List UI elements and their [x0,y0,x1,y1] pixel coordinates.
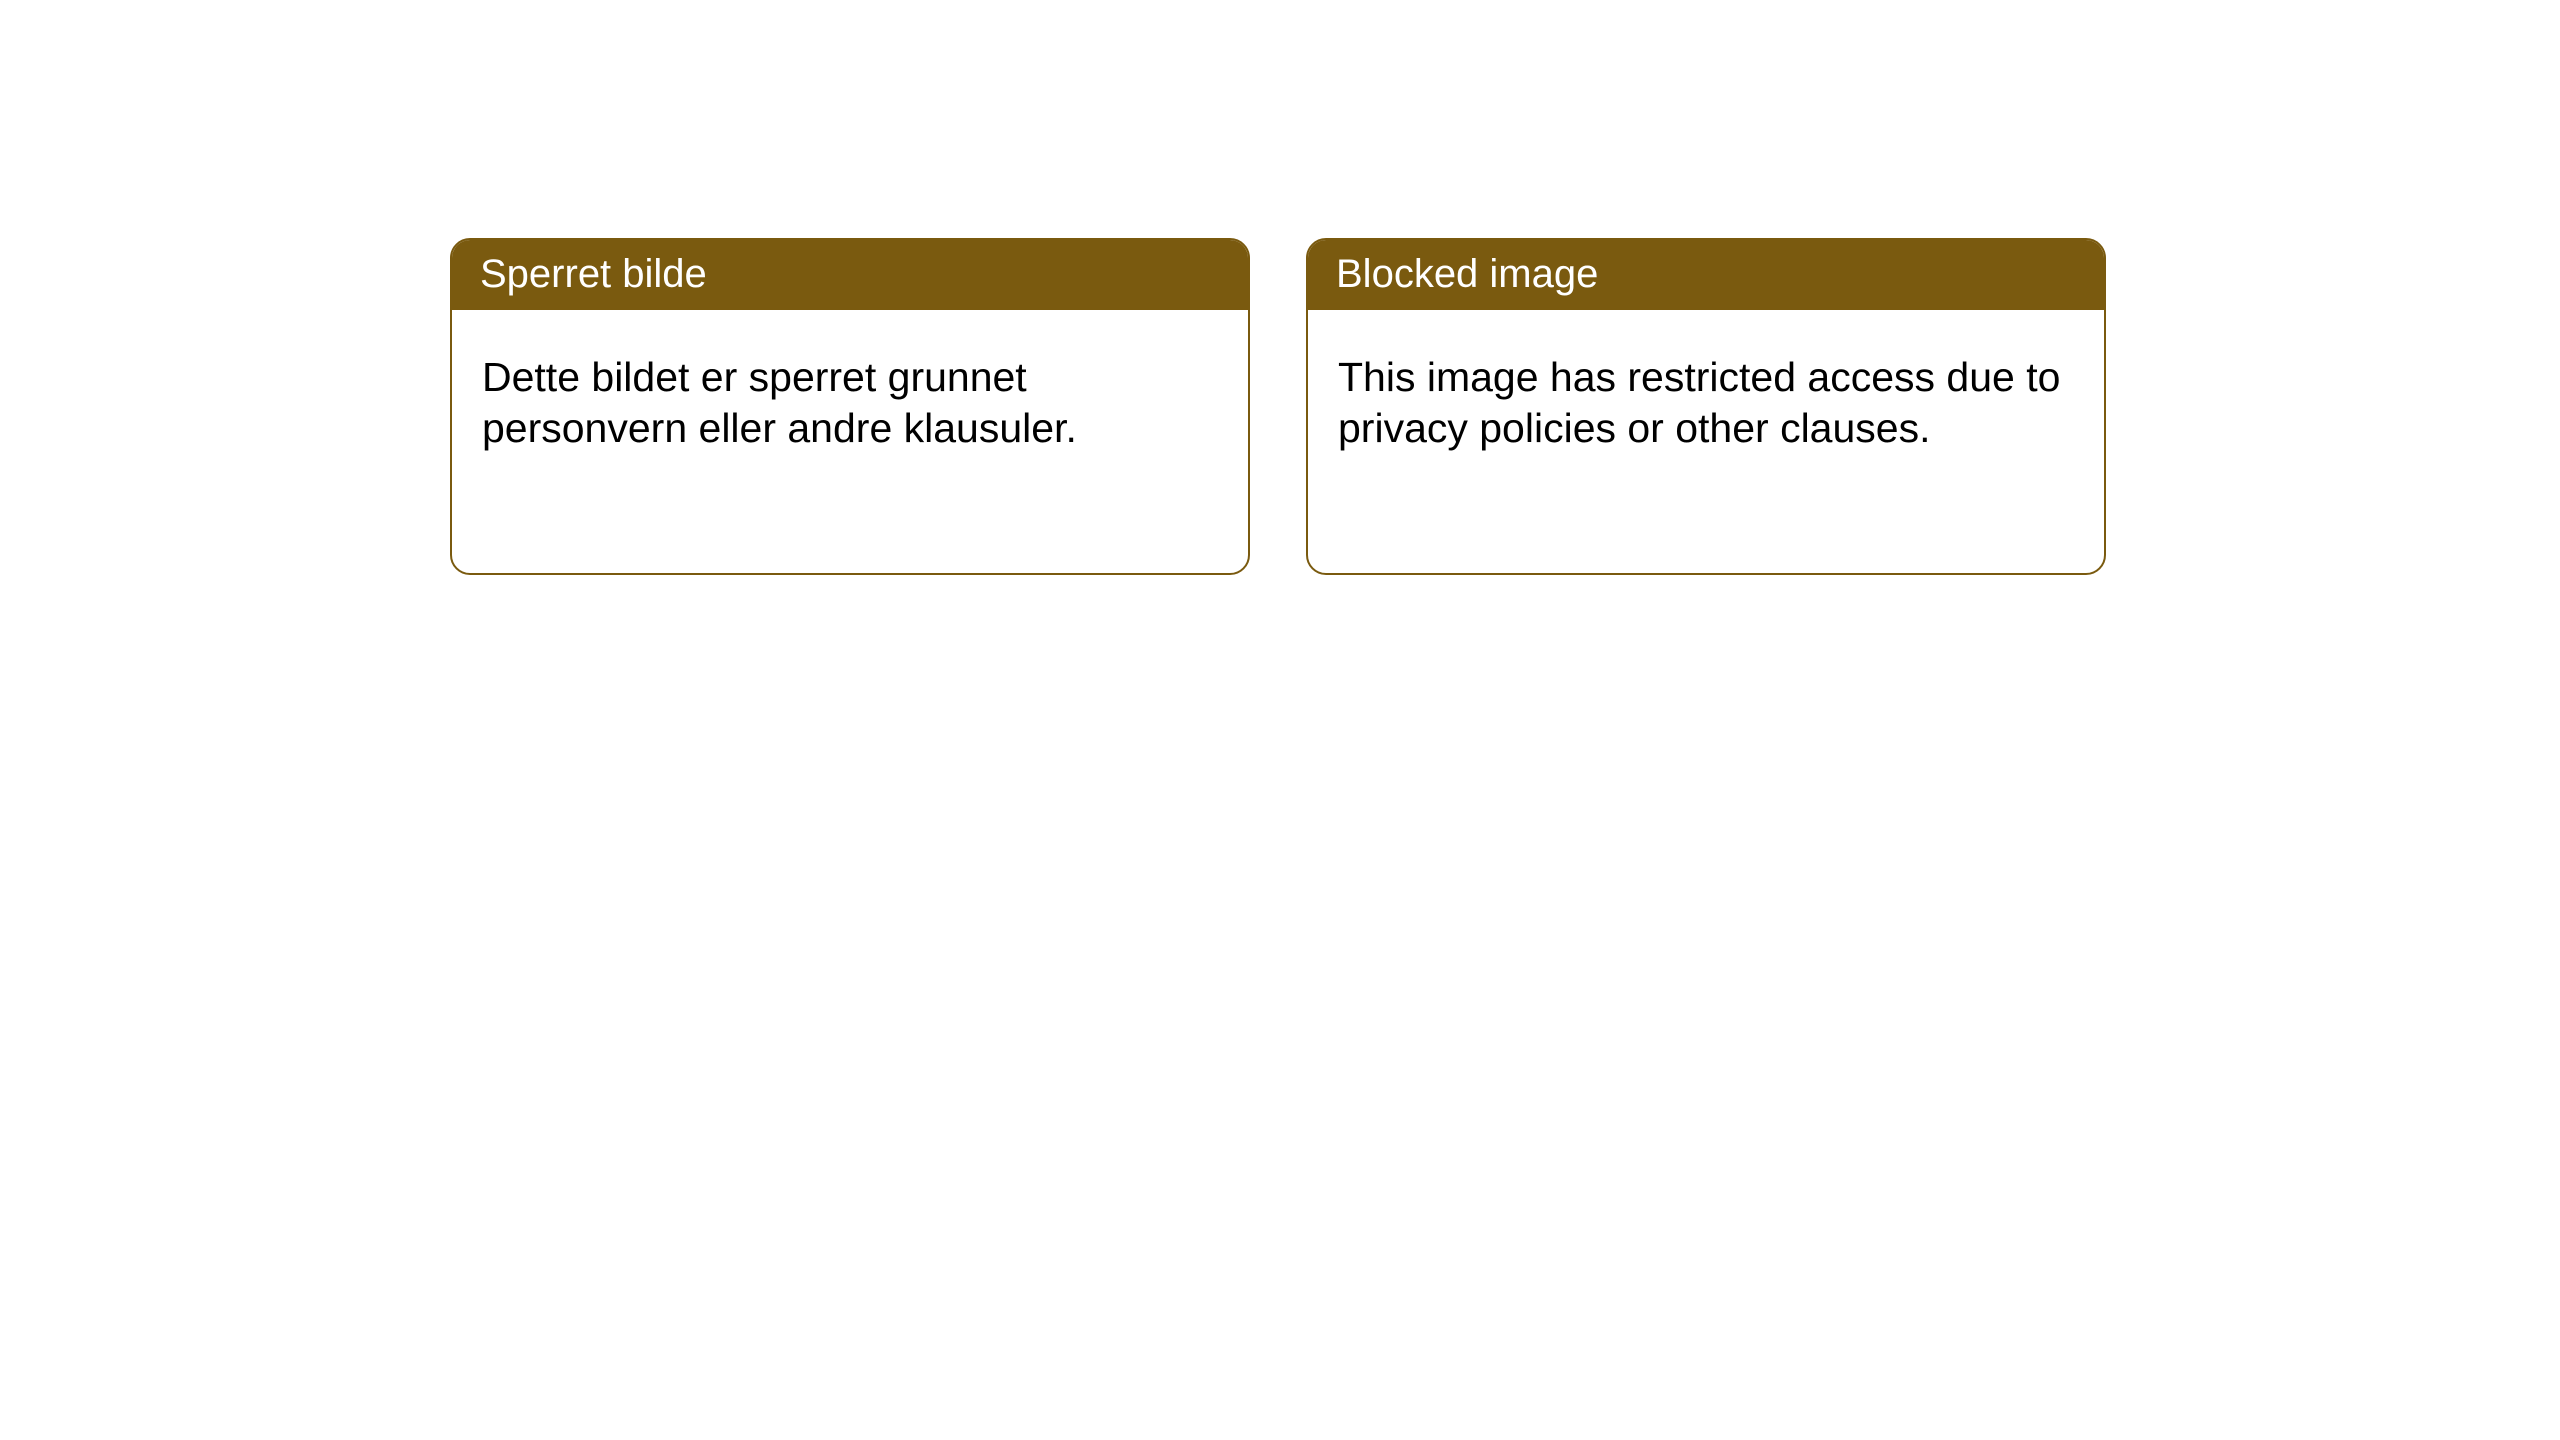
notice-box-english: Blocked image This image has restricted … [1306,238,2106,575]
notice-header: Blocked image [1308,240,2104,310]
notice-container: Sperret bilde Dette bildet er sperret gr… [450,238,2560,575]
notice-header: Sperret bilde [452,240,1248,310]
notice-body: This image has restricted access due to … [1308,310,2104,497]
notice-box-norwegian: Sperret bilde Dette bildet er sperret gr… [450,238,1250,575]
notice-body: Dette bildet er sperret grunnet personve… [452,310,1248,497]
